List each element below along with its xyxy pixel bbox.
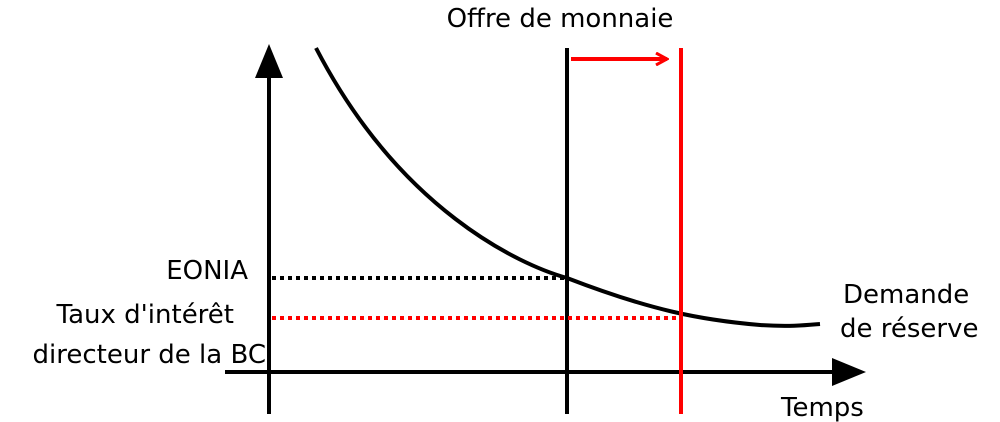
demand-label-line2: de réserve bbox=[840, 314, 979, 344]
demand-label-line1: Demande bbox=[843, 280, 969, 310]
x-axis-label: Temps bbox=[780, 393, 864, 422]
policy-rate-label-line2: directeur de la BC bbox=[33, 340, 266, 370]
money-supply-label: Offre de monnaie bbox=[447, 4, 674, 34]
y-axis-arrowhead bbox=[255, 44, 283, 78]
policy-rate-label-line1: Taux d'intérêt bbox=[56, 300, 235, 330]
eonia-label: EONIA bbox=[166, 256, 248, 286]
reserve-demand-curve bbox=[314, 47, 821, 328]
x-axis-arrowhead bbox=[832, 358, 866, 386]
